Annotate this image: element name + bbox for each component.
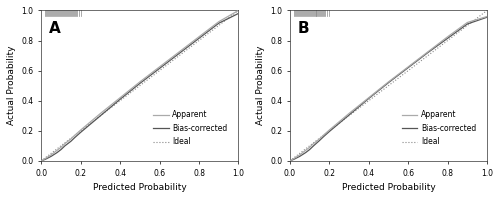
Legend: Apparent, Bias-corrected, Ideal: Apparent, Bias-corrected, Ideal xyxy=(399,107,479,149)
X-axis label: Predicted Probability: Predicted Probability xyxy=(342,183,436,192)
X-axis label: Predicted Probability: Predicted Probability xyxy=(93,183,186,192)
Y-axis label: Actual Probability: Actual Probability xyxy=(7,46,16,125)
Y-axis label: Actual Probability: Actual Probability xyxy=(256,46,264,125)
Legend: Apparent, Bias-corrected, Ideal: Apparent, Bias-corrected, Ideal xyxy=(150,107,230,149)
Text: A: A xyxy=(49,21,61,36)
Text: B: B xyxy=(298,21,310,36)
